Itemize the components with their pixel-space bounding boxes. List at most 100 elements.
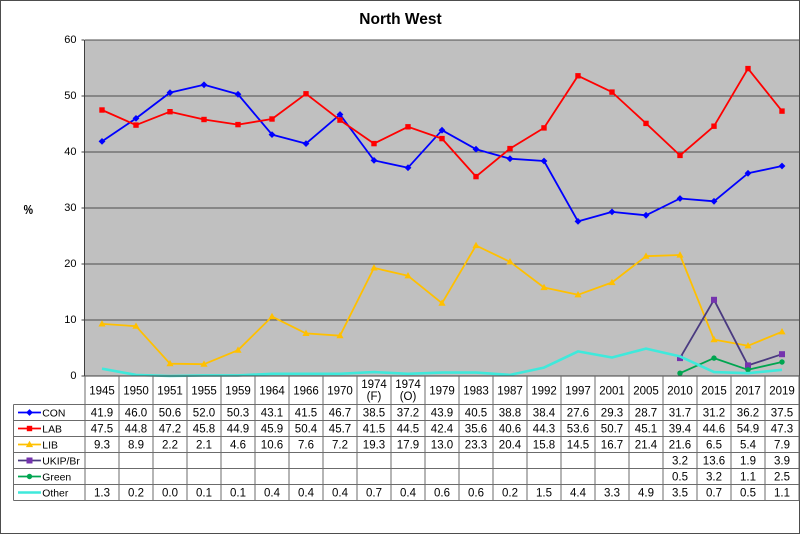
svg-text:2.5: 2.5: [774, 472, 790, 484]
svg-text:41.5: 41.5: [295, 408, 317, 420]
svg-text:44.5: 44.5: [397, 424, 419, 436]
svg-text:1979: 1979: [429, 385, 455, 397]
svg-text:43.1: 43.1: [261, 408, 283, 420]
svg-text:50.3: 50.3: [227, 408, 249, 420]
svg-text:31.7: 31.7: [669, 408, 691, 420]
svg-text:1970: 1970: [327, 385, 353, 397]
svg-text:3.5: 3.5: [672, 488, 688, 500]
svg-text:1.3: 1.3: [94, 488, 110, 500]
svg-text:37.5: 37.5: [771, 408, 793, 420]
svg-text:0.5: 0.5: [740, 488, 756, 500]
svg-text:1945: 1945: [89, 385, 115, 397]
svg-text:2.2: 2.2: [162, 440, 178, 452]
svg-text:7.9: 7.9: [774, 440, 790, 452]
svg-text:UKIP/Br: UKIP/Br: [42, 456, 80, 467]
svg-text:17.9: 17.9: [397, 440, 419, 452]
svg-text:0.4: 0.4: [298, 488, 315, 500]
svg-text:45.9: 45.9: [261, 424, 283, 436]
svg-text:3.3: 3.3: [604, 488, 620, 500]
svg-text:2005: 2005: [633, 385, 659, 397]
svg-text:0.7: 0.7: [366, 488, 382, 500]
svg-text:1964: 1964: [259, 385, 285, 397]
svg-text:13.0: 13.0: [431, 440, 453, 452]
svg-text:45.8: 45.8: [193, 424, 215, 436]
svg-text:28.7: 28.7: [635, 408, 657, 420]
svg-text:47.2: 47.2: [159, 424, 181, 436]
svg-text:Other: Other: [42, 488, 69, 499]
svg-text:0.4: 0.4: [332, 488, 349, 500]
svg-text:3.2: 3.2: [706, 472, 722, 484]
svg-text:44.3: 44.3: [533, 424, 555, 436]
svg-text:42.4: 42.4: [431, 424, 454, 436]
svg-text:1955: 1955: [191, 385, 217, 397]
svg-text:0.2: 0.2: [128, 488, 144, 500]
svg-text:53.6: 53.6: [567, 424, 589, 436]
svg-text:44.9: 44.9: [227, 424, 249, 436]
svg-text:0.0: 0.0: [162, 488, 178, 500]
svg-text:1992: 1992: [531, 385, 557, 397]
svg-text:0.7: 0.7: [706, 488, 722, 500]
svg-text:1987: 1987: [497, 385, 523, 397]
svg-text:5.4: 5.4: [740, 440, 757, 452]
svg-text:4.6: 4.6: [230, 440, 246, 452]
svg-text:8.9: 8.9: [128, 440, 144, 452]
svg-text:2010: 2010: [667, 385, 693, 397]
svg-text:16.7: 16.7: [601, 440, 623, 452]
svg-text:7.2: 7.2: [332, 440, 348, 452]
svg-text:1959: 1959: [225, 385, 251, 397]
svg-text:60: 60: [64, 34, 76, 46]
svg-text:46.7: 46.7: [329, 408, 351, 420]
svg-text:30: 30: [64, 202, 76, 214]
svg-text:1983: 1983: [463, 385, 489, 397]
svg-text:1.5: 1.5: [536, 488, 552, 500]
svg-text:0.6: 0.6: [468, 488, 484, 500]
svg-text:3.2: 3.2: [672, 456, 688, 468]
svg-text:0.1: 0.1: [196, 488, 212, 500]
svg-text:37.2: 37.2: [397, 408, 419, 420]
svg-text:40.6: 40.6: [499, 424, 521, 436]
svg-text:15.8: 15.8: [533, 440, 555, 452]
svg-text:13.6: 13.6: [703, 456, 725, 468]
svg-text:20.4: 20.4: [499, 440, 522, 452]
svg-text:2.1: 2.1: [196, 440, 212, 452]
svg-text:2017: 2017: [735, 385, 761, 397]
svg-text:36.2: 36.2: [737, 408, 759, 420]
svg-text:7.6: 7.6: [298, 440, 314, 452]
svg-text:0.4: 0.4: [400, 488, 417, 500]
svg-text:45.7: 45.7: [329, 424, 351, 436]
svg-text:9.3: 9.3: [94, 440, 110, 452]
svg-text:CON: CON: [42, 408, 65, 419]
svg-text:50.6: 50.6: [159, 408, 181, 420]
svg-text:0.5: 0.5: [672, 472, 688, 484]
svg-text:1997: 1997: [565, 385, 591, 397]
svg-text:%: %: [24, 202, 34, 217]
svg-text:14.5: 14.5: [567, 440, 589, 452]
svg-text:LAB: LAB: [42, 424, 62, 435]
svg-text:38.8: 38.8: [499, 408, 521, 420]
svg-text:1966: 1966: [293, 385, 319, 397]
svg-text:North West: North West: [359, 11, 441, 28]
svg-text:2019: 2019: [769, 385, 795, 397]
svg-text:3.9: 3.9: [774, 456, 790, 468]
svg-text:46.0: 46.0: [125, 408, 147, 420]
svg-text:50: 50: [64, 90, 76, 102]
svg-text:20: 20: [64, 258, 76, 270]
svg-text:47.3: 47.3: [771, 424, 793, 436]
svg-text:21.6: 21.6: [669, 440, 691, 452]
svg-text:27.6: 27.6: [567, 408, 589, 420]
svg-text:23.3: 23.3: [465, 440, 487, 452]
svg-text:45.1: 45.1: [635, 424, 657, 436]
svg-text:38.5: 38.5: [363, 408, 385, 420]
svg-text:0: 0: [70, 370, 76, 382]
svg-text:2015: 2015: [701, 385, 727, 397]
svg-text:6.5: 6.5: [706, 440, 722, 452]
svg-text:4.4: 4.4: [570, 488, 587, 500]
svg-text:10: 10: [64, 314, 76, 326]
svg-text:52.0: 52.0: [193, 408, 215, 420]
svg-text:1.1: 1.1: [740, 472, 756, 484]
svg-text:39.4: 39.4: [669, 424, 692, 436]
svg-text:19.3: 19.3: [363, 440, 385, 452]
svg-text:44.6: 44.6: [703, 424, 725, 436]
svg-text:47.5: 47.5: [91, 424, 113, 436]
svg-text:50.7: 50.7: [601, 424, 623, 436]
